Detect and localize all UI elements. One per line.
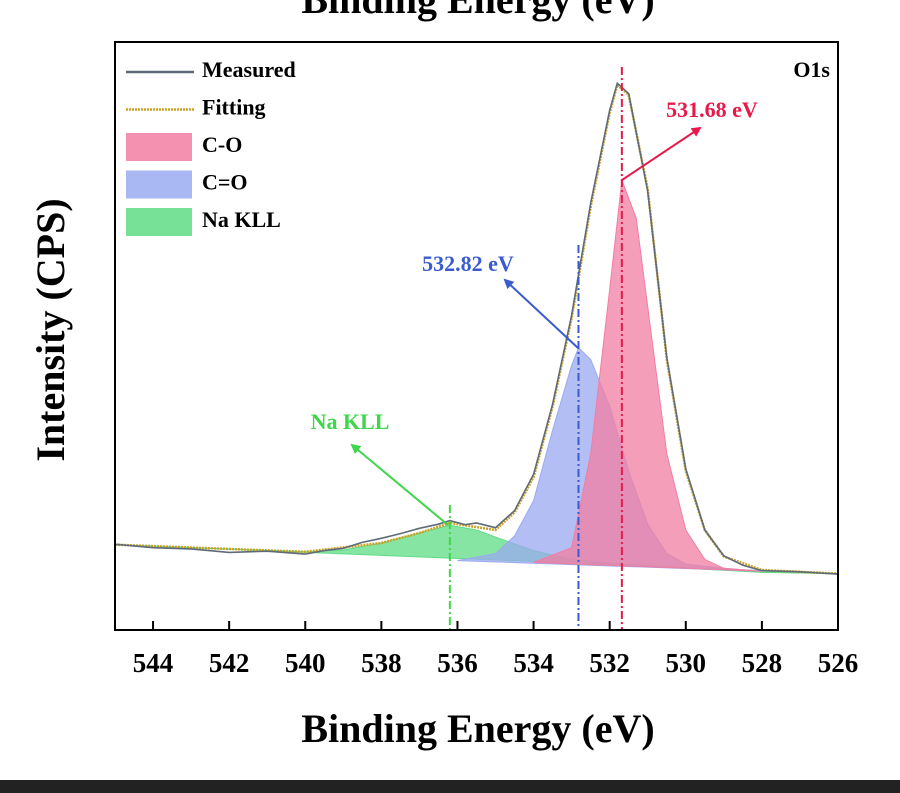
x-tick-label: 540	[285, 648, 326, 678]
annotation-label: 531.68 eV	[666, 97, 758, 122]
component-area	[114, 524, 839, 575]
x-tick-label: 534	[513, 648, 554, 678]
plot-frame	[114, 41, 839, 631]
legend-label: C-O	[202, 132, 242, 157]
legend-label: Na KLL	[202, 207, 281, 232]
x-tick-label: 530	[666, 648, 707, 678]
annotation-arrow	[503, 278, 579, 349]
measured-line	[114, 81, 839, 575]
legend-swatch	[126, 133, 192, 161]
x-tick-label: 544	[133, 648, 174, 678]
annotation-label: Na KLL	[311, 409, 390, 434]
x-tick-label: 528	[742, 648, 783, 678]
annotation-arrow	[350, 443, 449, 526]
legend-label: C=O	[202, 170, 248, 195]
y-axis-title: Intensity (CPS)	[28, 198, 73, 461]
x-tick-label: 526	[818, 648, 859, 678]
annotation-arrow	[621, 126, 702, 181]
legend-swatch	[126, 208, 192, 236]
x-tick-label: 536	[437, 648, 478, 678]
x-tick-label: 538	[361, 648, 402, 678]
annotation-label: 532.82 eV	[422, 251, 514, 276]
panel-label: O1s	[793, 57, 830, 82]
legend-swatch	[126, 170, 192, 199]
legend-label: Fitting	[202, 95, 266, 120]
clipped-caption: Binding Energy (eV)	[301, 0, 654, 22]
component-area	[533, 180, 762, 572]
bottom-bar	[0, 780, 900, 793]
x-tick-label: 542	[209, 648, 250, 678]
fitting-line	[114, 82, 839, 575]
x-axis-title: Binding Energy (eV)	[301, 706, 654, 751]
x-tick-label: 532	[589, 648, 630, 678]
legend-label: Measured	[202, 57, 296, 82]
